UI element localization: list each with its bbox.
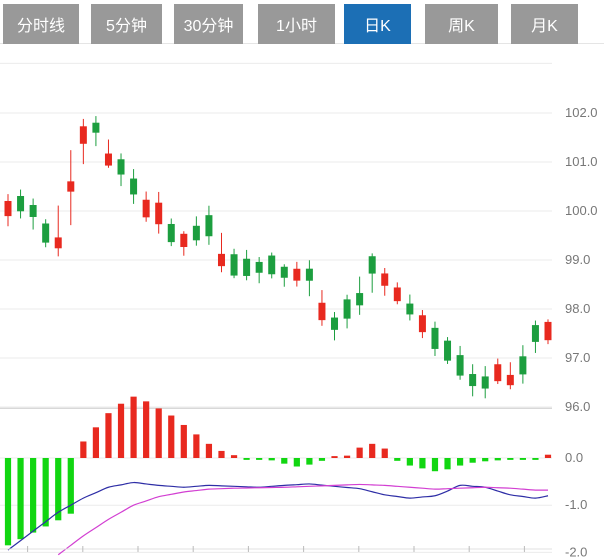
svg-text:102.0: 102.0: [565, 105, 598, 120]
svg-text:96.0: 96.0: [565, 399, 590, 414]
svg-text:97.0: 97.0: [565, 350, 590, 365]
svg-text:99.0: 99.0: [565, 252, 590, 267]
svg-text:101.0: 101.0: [565, 154, 598, 169]
svg-text:-1.0: -1.0: [565, 497, 587, 512]
svg-text:98.0: 98.0: [565, 301, 590, 316]
svg-text:0.0: 0.0: [565, 450, 583, 465]
svg-text:100.0: 100.0: [565, 203, 598, 218]
svg-text:-2.0: -2.0: [565, 544, 587, 559]
